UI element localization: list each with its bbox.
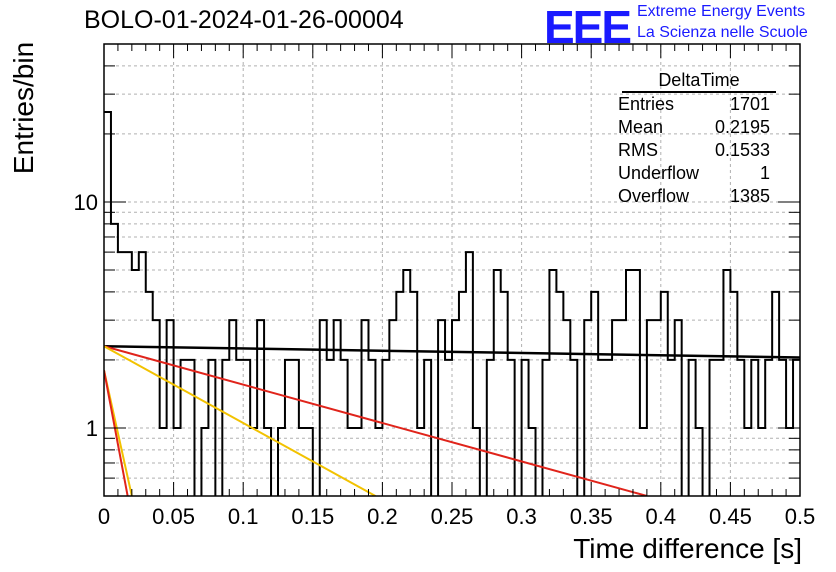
stats-label: Underflow [618,163,700,183]
stats-value: 1701 [729,94,770,114]
y-axis-label: Entries/bin [8,41,39,175]
stats-title: DeltaTime [622,70,776,93]
histogram-series [104,111,800,496]
stats-label: Entries [618,94,675,114]
stats-box: DeltaTime Entries 1701 Mean 0.2195 RMS 0… [612,70,776,208]
x-tick-label: 0.2 [367,504,398,529]
stats-value: 0.2195 [714,117,770,137]
stats-label: Mean [618,117,664,137]
x-axis-label: Time difference [s] [573,533,802,564]
stats-row-mean: Mean 0.2195 [612,116,776,139]
stats-value: 1 [759,163,770,183]
x-tick-label: 0.25 [431,504,474,529]
fit-curve [104,370,129,496]
logo-line-2: La Scienza nelle Scuole [637,24,808,41]
stats-label: RMS [618,140,658,160]
x-tick-label: 0.4 [646,504,677,529]
fit-curve [104,345,648,496]
y-tick-label: 1 [86,416,98,441]
x-tick-label: 0 [98,504,110,529]
y-tick-label: 10 [74,190,98,215]
x-tick-label: 0.35 [570,504,613,529]
stats-row-entries: Entries 1701 [612,93,776,116]
stats-row-rms: RMS 0.1533 [612,139,776,162]
x-tick-label: 0.5 [785,504,816,529]
x-tick-label: 0.15 [291,504,334,529]
stats-row-overflow: Overflow 1385 [612,185,776,208]
fit-curve [104,344,800,359]
stats-label: Overflow [618,186,690,206]
plot-title: BOLO-01-2024-01-26-00004 [84,6,404,34]
eee-logo: EEE [544,1,632,53]
x-tick-label: 0.1 [228,504,259,529]
stats-row-underflow: Underflow 1 [612,162,776,185]
stats-value: 1385 [729,186,770,206]
stats-value: 0.1533 [714,140,770,160]
x-tick-label: 0.05 [152,504,195,529]
x-tick-label: 0.45 [709,504,752,529]
x-tick-label: 0.3 [506,504,537,529]
logo-line-1: Extreme Energy Events [637,3,806,20]
fit-curve [104,345,376,496]
